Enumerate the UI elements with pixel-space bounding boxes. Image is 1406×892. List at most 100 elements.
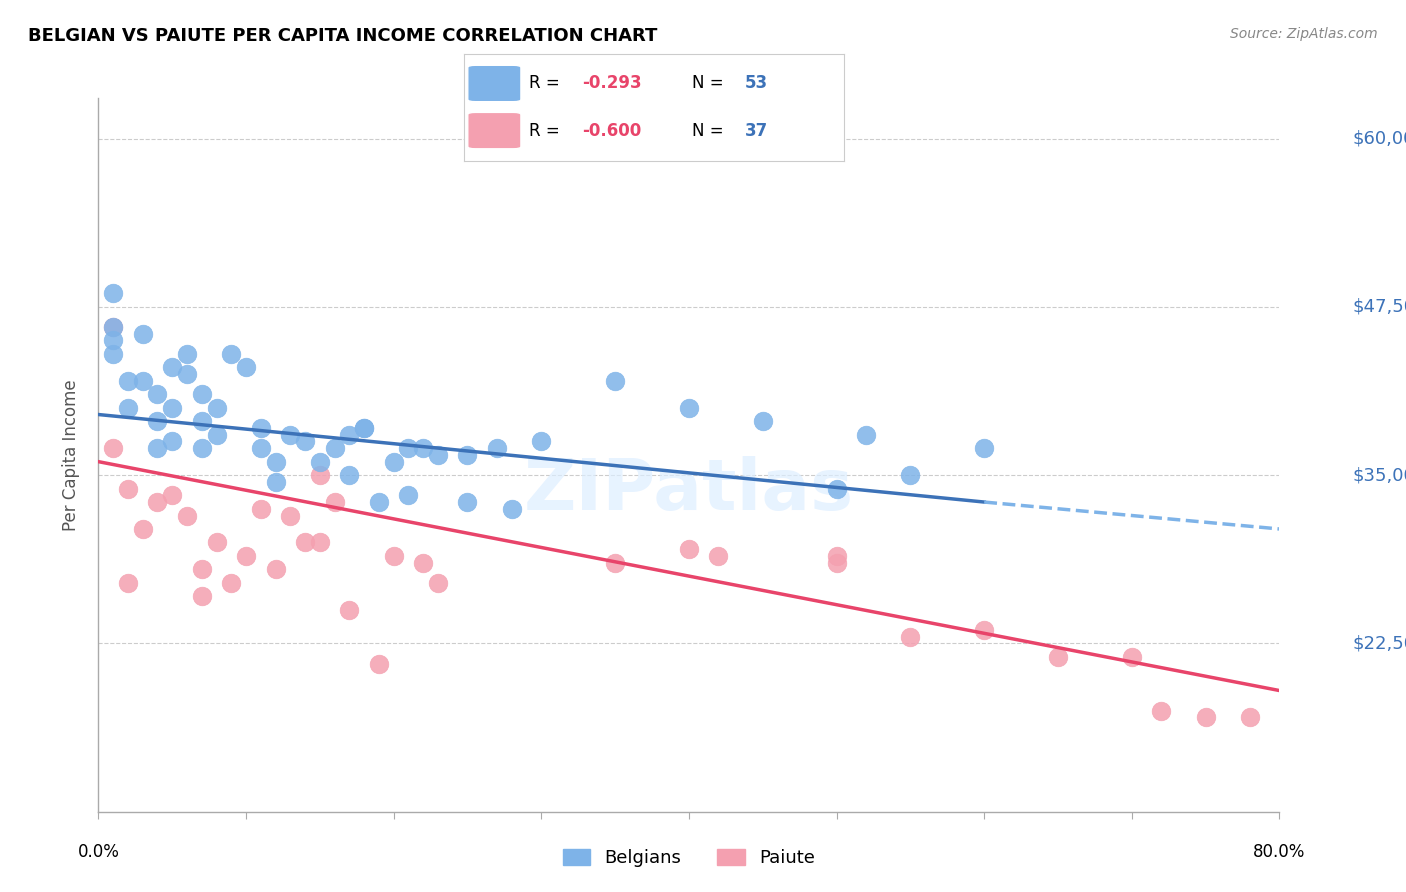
- Point: [103, 441, 125, 455]
- Text: $60,000: $60,000: [1353, 129, 1406, 147]
- Point: [117, 401, 139, 415]
- Point: [337, 427, 360, 442]
- Point: [162, 488, 183, 502]
- Point: [191, 387, 214, 401]
- Text: -0.293: -0.293: [582, 75, 641, 93]
- Point: [530, 434, 553, 449]
- Point: [235, 360, 257, 375]
- Text: $22,500: $22,500: [1353, 634, 1406, 652]
- Point: [250, 501, 273, 516]
- Point: [825, 482, 848, 496]
- Point: [162, 401, 183, 415]
- Point: [219, 575, 242, 590]
- Point: [337, 603, 360, 617]
- Point: [368, 495, 391, 509]
- Point: [278, 427, 302, 442]
- Point: [427, 448, 450, 462]
- Point: [825, 556, 848, 570]
- Point: [146, 495, 169, 509]
- Point: [337, 468, 360, 483]
- Legend: Belgians, Paiute: Belgians, Paiute: [555, 841, 823, 874]
- Point: [751, 414, 773, 428]
- Y-axis label: Per Capita Income: Per Capita Income: [62, 379, 80, 531]
- Point: [117, 575, 139, 590]
- Text: N =: N =: [692, 75, 723, 93]
- Point: [707, 549, 730, 563]
- Text: -0.600: -0.600: [582, 121, 641, 139]
- Point: [219, 347, 242, 361]
- Point: [456, 448, 478, 462]
- Point: [146, 441, 169, 455]
- Point: [353, 421, 375, 435]
- Point: [162, 434, 183, 449]
- Point: [103, 320, 125, 334]
- Point: [1150, 704, 1173, 718]
- Point: [117, 482, 139, 496]
- Point: [323, 495, 346, 509]
- Point: [456, 495, 478, 509]
- Point: [309, 455, 332, 469]
- Point: [323, 441, 346, 455]
- Point: [1121, 649, 1143, 664]
- Point: [1239, 710, 1261, 724]
- Point: [132, 326, 155, 341]
- Text: 80.0%: 80.0%: [1253, 843, 1306, 861]
- Point: [264, 455, 287, 469]
- Point: [205, 401, 228, 415]
- Point: [176, 508, 198, 523]
- Point: [235, 549, 257, 563]
- Text: $47,500: $47,500: [1353, 298, 1406, 316]
- Point: [146, 414, 169, 428]
- Point: [825, 549, 848, 563]
- Point: [191, 441, 214, 455]
- Point: [176, 367, 198, 381]
- Point: [353, 421, 375, 435]
- Point: [162, 360, 183, 375]
- Point: [132, 522, 155, 536]
- FancyBboxPatch shape: [468, 65, 520, 102]
- Point: [264, 562, 287, 576]
- Point: [117, 374, 139, 388]
- Text: ZIPatlas: ZIPatlas: [524, 456, 853, 525]
- Point: [900, 630, 922, 644]
- Point: [486, 441, 509, 455]
- Point: [294, 434, 316, 449]
- Point: [396, 488, 419, 502]
- Text: $35,000: $35,000: [1353, 467, 1406, 484]
- Text: Source: ZipAtlas.com: Source: ZipAtlas.com: [1230, 27, 1378, 41]
- Text: N =: N =: [692, 121, 723, 139]
- Point: [191, 414, 214, 428]
- Point: [250, 441, 273, 455]
- Point: [191, 562, 214, 576]
- FancyBboxPatch shape: [468, 112, 520, 149]
- Text: R =: R =: [529, 121, 560, 139]
- Text: 0.0%: 0.0%: [77, 843, 120, 861]
- Point: [1195, 710, 1218, 724]
- Point: [396, 441, 419, 455]
- Point: [132, 374, 155, 388]
- Point: [678, 542, 700, 557]
- Text: BELGIAN VS PAIUTE PER CAPITA INCOME CORRELATION CHART: BELGIAN VS PAIUTE PER CAPITA INCOME CORR…: [28, 27, 658, 45]
- Point: [191, 589, 214, 603]
- Point: [309, 468, 332, 483]
- Text: 37: 37: [745, 121, 768, 139]
- Point: [605, 556, 627, 570]
- Point: [501, 501, 523, 516]
- Point: [250, 421, 273, 435]
- Point: [973, 623, 995, 637]
- Point: [900, 468, 922, 483]
- Point: [205, 427, 228, 442]
- Point: [678, 401, 700, 415]
- Point: [382, 455, 405, 469]
- Point: [412, 556, 434, 570]
- Point: [412, 441, 434, 455]
- Point: [382, 549, 405, 563]
- Point: [1046, 649, 1069, 664]
- Text: 53: 53: [745, 75, 768, 93]
- Point: [294, 535, 316, 549]
- Point: [103, 334, 125, 348]
- Point: [264, 475, 287, 489]
- Point: [309, 535, 332, 549]
- Point: [103, 320, 125, 334]
- Point: [103, 286, 125, 301]
